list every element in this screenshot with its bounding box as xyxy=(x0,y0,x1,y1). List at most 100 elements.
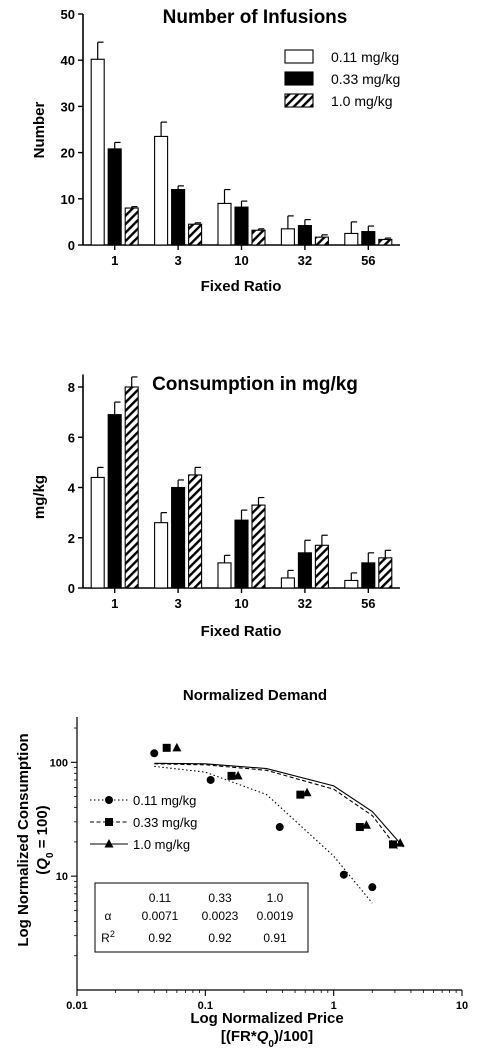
chart3-y-label: Log Normalized Consumption xyxy=(15,733,32,946)
bar xyxy=(188,474,203,589)
bar xyxy=(234,206,249,246)
chart3-x-label: Log Normalized Price xyxy=(190,1010,343,1027)
legend-swatch xyxy=(284,93,314,108)
x-tick-label: 10 xyxy=(234,253,248,268)
bar xyxy=(297,552,312,589)
y-tick-label: 10 xyxy=(56,871,68,883)
table-cell: 0.0071 xyxy=(142,909,179,923)
bar xyxy=(314,236,329,246)
chart1-legend: 0.11 mg/kg 0.33 mg/kg 1.0 mg/kg xyxy=(284,49,400,109)
x-tick-label: 10 xyxy=(456,1000,468,1012)
table-cell: 0.92 xyxy=(208,931,232,945)
table-header: 0.33 xyxy=(208,891,232,905)
bar xyxy=(344,579,359,589)
y-tick-label: 40 xyxy=(61,53,75,68)
bar xyxy=(171,486,186,589)
data-point-square xyxy=(355,823,364,832)
legend-label: 0.33 mg/kg xyxy=(331,71,400,87)
bar xyxy=(217,202,232,246)
data-point-circle xyxy=(206,775,215,784)
fit-curve-dashed xyxy=(154,763,399,851)
table-cell: 0.92 xyxy=(148,931,172,945)
chart1-y-label: Number xyxy=(31,102,48,159)
fit-curve-dotted xyxy=(154,765,373,904)
chart2-bars xyxy=(90,376,393,589)
chart3-x-label-2: [(FR*Q0)/100] xyxy=(221,1028,313,1050)
bar xyxy=(107,148,122,246)
table-border xyxy=(94,882,309,953)
bar xyxy=(361,231,376,246)
y-tick-label: 6 xyxy=(68,430,75,445)
chart1-bars xyxy=(90,41,393,246)
data-point-triangle xyxy=(104,839,114,848)
legend-swatch xyxy=(284,49,314,64)
bar xyxy=(124,207,139,246)
y-tick-label: 50 xyxy=(61,7,75,22)
legend-label: 0.33 mg/kg xyxy=(133,815,197,830)
chart1-ticks: 0 10 20 30 40 50 1 3 10 32 56 xyxy=(61,7,400,268)
bar xyxy=(154,135,169,246)
data-point-triangle xyxy=(302,787,312,797)
y-tick-label: 30 xyxy=(61,99,75,114)
bar xyxy=(361,562,376,589)
data-point-square xyxy=(296,790,305,799)
data-point-square xyxy=(162,743,171,752)
x-tick-label: 1 xyxy=(111,253,118,268)
chart1-title: Number of Infusions xyxy=(163,7,348,28)
bar xyxy=(378,238,393,246)
bar xyxy=(154,522,169,589)
data-point-triangle xyxy=(172,742,182,752)
legend-label: 0.11 mg/kg xyxy=(331,49,399,65)
bar xyxy=(124,386,139,589)
table-header: 1.0 xyxy=(267,891,284,905)
y-tick-label: 20 xyxy=(61,146,75,161)
bar xyxy=(107,414,122,589)
bar xyxy=(234,519,249,589)
data-point-triangle xyxy=(361,820,371,829)
chart2-title: Consumption in mg/kg xyxy=(152,374,358,395)
infusions-bar-chart: Number of Infusions Number Fixed Ratio 0… xyxy=(31,7,400,295)
bar xyxy=(344,232,359,246)
y-tick-label: 0 xyxy=(68,581,75,596)
data-point-circle xyxy=(105,796,113,804)
data-point-circle xyxy=(339,870,348,879)
legend-label: 0.11 mg/kg xyxy=(133,793,196,808)
x-tick-label: 10 xyxy=(234,596,248,611)
data-point-square xyxy=(389,840,398,849)
y-tick-label: 2 xyxy=(68,531,75,546)
data-point-square xyxy=(105,818,113,826)
table-cell: 0.0023 xyxy=(202,909,239,923)
bar xyxy=(251,504,266,589)
x-tick-label: 3 xyxy=(174,596,181,611)
bar xyxy=(90,58,105,246)
x-tick-label: 56 xyxy=(361,253,375,268)
data-point-circle xyxy=(150,749,159,758)
x-tick-label: 32 xyxy=(298,253,312,268)
table-header: 0.11 xyxy=(149,891,172,905)
bar xyxy=(297,225,312,246)
bar xyxy=(188,223,203,246)
y-tick-label: 10 xyxy=(61,192,75,207)
legend-label: 1.0 mg/kg xyxy=(331,93,392,109)
chart2-y-label: mg/kg xyxy=(31,475,48,519)
chart3-legend: 0.11 mg/kg 0.33 mg/kg 1.0 mg/kg xyxy=(90,793,197,852)
x-tick-label: 56 xyxy=(361,596,375,611)
data-point-circle xyxy=(368,883,377,892)
legend-swatch xyxy=(284,71,314,86)
table-row-label: α xyxy=(105,909,112,923)
legend-label: 1.0 mg/kg xyxy=(133,837,190,852)
fit-curve-solid xyxy=(154,762,404,848)
data-point-square xyxy=(227,771,236,780)
bar xyxy=(378,557,393,589)
data-point-circle xyxy=(275,823,284,832)
bar xyxy=(217,562,232,589)
bar xyxy=(90,476,105,589)
data-point-triangle xyxy=(233,770,243,780)
y-tick-label: 8 xyxy=(68,380,75,395)
bar xyxy=(171,189,186,246)
chart3-y-label-2: (Q0 = 100) xyxy=(34,805,56,874)
table-cell: 0.91 xyxy=(263,931,287,945)
bar xyxy=(280,577,295,589)
